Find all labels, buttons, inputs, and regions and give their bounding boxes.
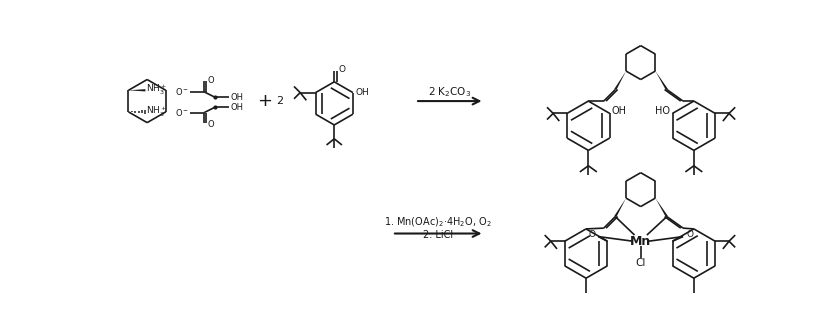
Text: OH: OH — [230, 103, 244, 112]
Text: 2: 2 — [276, 96, 284, 106]
Text: O$^-$: O$^-$ — [175, 107, 189, 118]
Text: 2 K$_2$CO$_3$: 2 K$_2$CO$_3$ — [428, 85, 471, 99]
Text: Mn: Mn — [630, 235, 651, 248]
Text: Cl: Cl — [636, 258, 646, 268]
Text: O: O — [686, 230, 693, 239]
Text: +: + — [257, 92, 272, 110]
Text: O: O — [208, 120, 214, 129]
Text: O$^-$: O$^-$ — [175, 86, 189, 97]
Text: HO: HO — [655, 106, 670, 116]
Polygon shape — [614, 71, 626, 90]
Text: 1. Mn(OAc)$_2$·4H$_2$O, O$_2$: 1. Mn(OAc)$_2$·4H$_2$O, O$_2$ — [385, 215, 492, 229]
Polygon shape — [655, 198, 668, 217]
Text: NH$_3^+$: NH$_3^+$ — [146, 83, 167, 97]
Text: OH: OH — [612, 106, 627, 116]
Text: O: O — [588, 230, 596, 239]
Text: O: O — [208, 76, 214, 85]
Polygon shape — [614, 198, 626, 217]
Text: NH$_3^+$: NH$_3^+$ — [146, 105, 167, 119]
Polygon shape — [655, 71, 668, 90]
Text: O: O — [339, 65, 346, 74]
Text: 2. LiCl: 2. LiCl — [423, 230, 454, 240]
Text: OH: OH — [230, 93, 244, 102]
Polygon shape — [129, 89, 145, 91]
Text: OH: OH — [355, 88, 369, 97]
